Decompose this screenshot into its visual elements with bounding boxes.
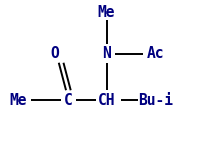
Text: C: C [64,93,73,108]
Text: Me: Me [98,5,115,20]
Text: Ac: Ac [147,46,164,61]
Text: Bu-i: Bu-i [138,93,173,108]
Text: N: N [102,46,111,61]
Text: CH: CH [98,93,115,108]
Text: Me: Me [9,93,27,108]
Text: O: O [50,46,59,61]
